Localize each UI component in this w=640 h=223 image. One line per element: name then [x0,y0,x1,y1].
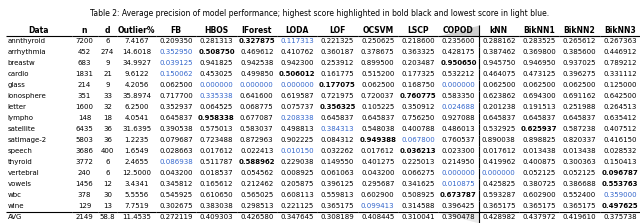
Text: Table 2: Average precision of model performance; highest score highlighted in bo: Table 2: Average precision of model perf… [90,9,550,18]
